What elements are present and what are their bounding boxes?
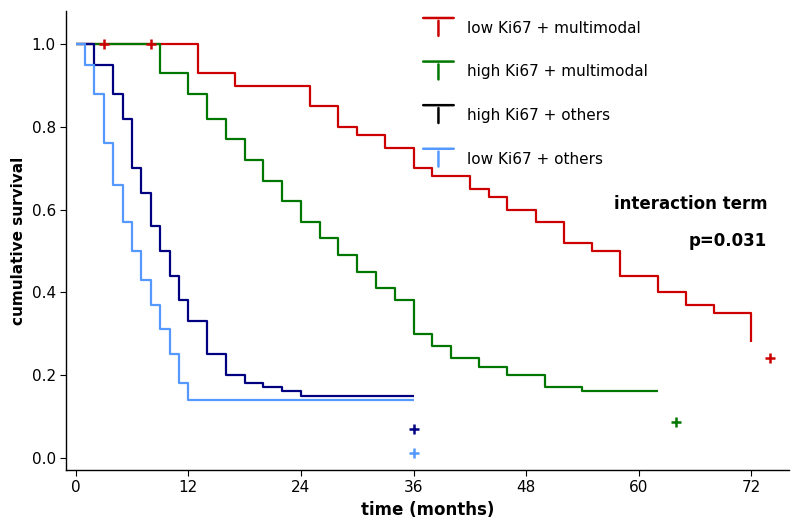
- X-axis label: time (months): time (months): [361, 501, 494, 519]
- Text: interaction term: interaction term: [614, 195, 767, 213]
- Text: low Ki67 + others: low Ki67 + others: [467, 152, 603, 166]
- Y-axis label: cumulative survival: cumulative survival: [11, 156, 26, 325]
- Text: high Ki67 + others: high Ki67 + others: [467, 108, 610, 123]
- Text: low Ki67 + multimodal: low Ki67 + multimodal: [467, 21, 641, 36]
- Text: high Ki67 + multimodal: high Ki67 + multimodal: [467, 65, 648, 80]
- Text: p=0.031: p=0.031: [689, 232, 767, 250]
